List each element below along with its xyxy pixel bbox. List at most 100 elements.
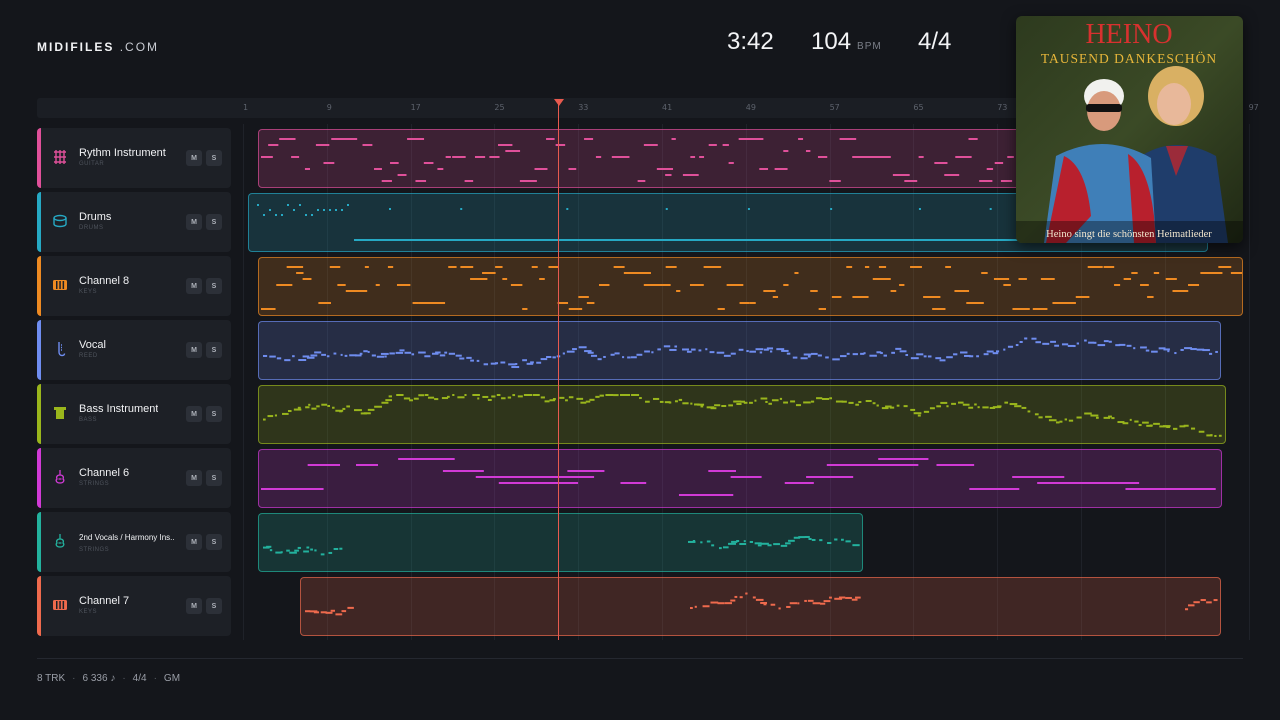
midi-note	[390, 162, 399, 164]
midi-note	[526, 362, 534, 365]
track-header-channel-6[interactable]: Channel 6 STRINGS M S	[37, 448, 231, 508]
midi-clip[interactable]	[258, 257, 1243, 316]
midi-note	[299, 204, 301, 206]
midi-note	[746, 350, 749, 353]
midi-note	[349, 354, 357, 357]
midi-note	[305, 610, 311, 613]
midi-note	[568, 308, 583, 310]
midi-note	[734, 595, 738, 598]
arrangement-grid[interactable]	[237, 124, 1250, 640]
midi-note	[817, 156, 828, 158]
midi-note	[1075, 296, 1090, 298]
track-header-drums[interactable]: Drums DRUMS M S	[37, 192, 231, 252]
midi-note	[314, 549, 317, 552]
midi-note	[1045, 415, 1052, 418]
mute-button[interactable]: M	[186, 214, 202, 230]
midi-note	[1185, 608, 1189, 611]
midi-note	[1073, 482, 1140, 484]
solo-button[interactable]: S	[206, 150, 222, 166]
midi-note	[730, 599, 736, 602]
mute-button[interactable]: M	[186, 342, 202, 358]
midi-note	[353, 290, 368, 292]
solo-button[interactable]: S	[206, 406, 222, 422]
midi-note	[313, 611, 320, 614]
midi-note	[1007, 345, 1014, 348]
track-header-vocal[interactable]: Vocal REED M S	[37, 320, 231, 380]
mute-button[interactable]: M	[186, 150, 202, 166]
solo-button[interactable]: S	[206, 342, 222, 358]
midi-note	[321, 353, 327, 356]
midi-note	[635, 394, 640, 396]
midi-note	[810, 400, 815, 403]
midi-note	[1061, 302, 1076, 304]
solo-button[interactable]: S	[206, 278, 222, 294]
midi-note	[636, 353, 643, 356]
midi-note	[1015, 344, 1019, 347]
track-header-2nd-vocals[interactable]: 2nd Vocals / Harmony Ins... STRINGS M S	[37, 512, 231, 572]
midi-note	[1108, 340, 1112, 343]
midi-note	[316, 405, 320, 408]
track-header-rythm-instrument[interactable]: Rythm Instrument GUITAR M S	[37, 128, 231, 188]
midi-note	[659, 400, 664, 403]
midi-clip[interactable]	[300, 577, 1221, 636]
midi-note	[754, 399, 757, 402]
track-header-channel-8[interactable]: Channel 8 KEYS M S	[37, 256, 231, 316]
midi-clip[interactable]	[258, 385, 1226, 444]
midi-clip[interactable]	[258, 321, 1221, 380]
midi-note	[736, 403, 742, 406]
mute-button[interactable]: M	[186, 406, 202, 422]
midi-note	[728, 162, 734, 164]
midi-note	[491, 395, 496, 398]
midi-note	[1183, 424, 1189, 427]
midi-note	[342, 407, 346, 410]
midi-note	[780, 544, 788, 547]
midi-note	[864, 156, 883, 158]
midi-note	[788, 539, 795, 542]
midi-note	[476, 359, 480, 362]
midi-note	[318, 302, 331, 304]
midi-note	[1211, 272, 1223, 274]
midi-note	[702, 605, 710, 608]
midi-note	[752, 596, 756, 599]
midi-note	[1012, 308, 1030, 310]
midi-note	[644, 350, 650, 353]
track-header-channel-7[interactable]: Channel 7 KEYS M S	[37, 576, 231, 636]
midi-note	[846, 352, 850, 355]
solo-button[interactable]: S	[206, 598, 222, 614]
midi-notes	[261, 458, 1216, 496]
midi-note	[1103, 266, 1115, 268]
mute-button[interactable]: M	[186, 278, 202, 294]
midi-note	[771, 399, 779, 402]
ruler-tick: 97	[1248, 103, 1259, 112]
midi-note	[1213, 599, 1218, 602]
midi-note	[610, 353, 615, 356]
playhead-handle[interactable]	[554, 99, 564, 106]
track-header-bass-instrument[interactable]: Bass Instrument BASS M S	[37, 384, 231, 444]
midi-note	[1034, 413, 1039, 416]
midi-note	[878, 458, 929, 460]
midi-note	[708, 144, 717, 146]
midi-note	[1031, 337, 1037, 340]
midi-note	[872, 402, 876, 405]
midi-note	[807, 599, 814, 602]
midi-notes	[261, 266, 1242, 310]
solo-button[interactable]: S	[206, 214, 222, 230]
mute-button[interactable]: M	[186, 534, 202, 550]
midi-note	[274, 414, 278, 417]
midi-clip[interactable]	[258, 513, 863, 572]
midi-note	[783, 284, 789, 286]
midi-note	[821, 397, 830, 400]
midi-note	[711, 544, 715, 547]
midi-note	[1027, 410, 1031, 413]
mute-button[interactable]: M	[186, 470, 202, 486]
midi-note	[1118, 343, 1126, 346]
midi-note	[790, 400, 796, 403]
midi-clip[interactable]	[258, 449, 1222, 508]
solo-button[interactable]: S	[206, 534, 222, 550]
midi-note	[1097, 344, 1106, 347]
mute-button[interactable]: M	[186, 598, 202, 614]
playhead[interactable]	[558, 100, 559, 640]
midi-note	[544, 400, 550, 403]
midi-note	[1202, 349, 1210, 352]
solo-button[interactable]: S	[206, 470, 222, 486]
